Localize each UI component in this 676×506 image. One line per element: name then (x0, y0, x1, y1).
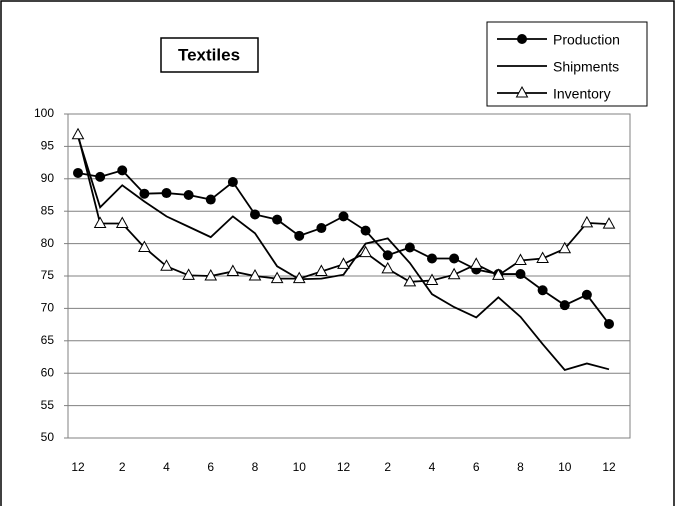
point (559, 300, 570, 311)
point (138, 240, 151, 252)
chart-title: Textiles (178, 45, 240, 64)
x-tick-label: 12 (602, 460, 616, 474)
point (227, 177, 238, 188)
legend-marker (517, 34, 527, 44)
series-line (77, 136, 610, 371)
point (425, 273, 439, 286)
x-tick-label: 10 (293, 460, 307, 474)
point (272, 214, 283, 225)
x-tick-label: 8 (517, 460, 524, 474)
point (382, 250, 393, 261)
point (381, 261, 395, 274)
point (492, 268, 505, 280)
point (604, 318, 614, 329)
y-tick-label: 90 (41, 171, 55, 185)
point (117, 165, 128, 176)
y-tick-label: 95 (41, 139, 55, 153)
point (115, 216, 129, 229)
point (292, 271, 306, 284)
point (515, 269, 526, 280)
point (93, 216, 107, 229)
x-tick-label: 4 (429, 460, 436, 474)
y-tick-label: 55 (41, 398, 55, 412)
point (536, 251, 549, 264)
point (248, 268, 262, 281)
point (359, 245, 372, 258)
y-tick-label: 80 (41, 236, 55, 250)
point (183, 190, 194, 200)
point (558, 241, 572, 254)
point (95, 171, 106, 182)
point (204, 268, 218, 281)
y-tick-label: 85 (41, 203, 55, 217)
x-tick-label: 12 (71, 460, 85, 474)
point (580, 215, 594, 228)
point (182, 268, 195, 280)
legend-label: Shipments (553, 59, 619, 75)
point (161, 188, 172, 199)
point (205, 194, 216, 205)
point (449, 253, 460, 264)
point (73, 167, 83, 178)
y-tick-label: 75 (41, 268, 55, 282)
point (160, 259, 173, 271)
y-tick-label: 70 (41, 301, 55, 315)
x-tick-label: 6 (473, 460, 480, 474)
y-tick-label: 60 (41, 365, 55, 379)
y-tick-label: 50 (41, 430, 55, 444)
point (338, 211, 349, 222)
point (315, 264, 328, 276)
x-tick-label: 2 (384, 460, 391, 474)
point (427, 253, 437, 264)
point (71, 127, 85, 140)
x-tick-label: 12 (337, 460, 351, 474)
legend-label: Production (553, 32, 620, 48)
point (316, 223, 327, 234)
point (469, 257, 483, 269)
point (447, 267, 461, 280)
x-tick-label: 6 (207, 460, 214, 474)
title-box (160, 37, 259, 73)
point (250, 209, 260, 220)
y-tick-label: 65 (41, 333, 55, 347)
y-tick-label: 100 (34, 106, 54, 120)
point (226, 264, 240, 276)
point (581, 289, 592, 300)
x-tick-label: 2 (119, 460, 126, 474)
point (537, 285, 548, 296)
point (360, 225, 371, 236)
legend-box (486, 21, 648, 107)
x-tick-label: 8 (252, 460, 259, 474)
point (294, 230, 305, 241)
point (602, 217, 616, 229)
point (337, 257, 350, 269)
x-tick-label: 10 (558, 460, 572, 474)
legend-marker (515, 85, 529, 98)
point (270, 271, 284, 284)
point (139, 188, 150, 199)
point (404, 242, 415, 253)
point (514, 253, 527, 265)
point (403, 274, 417, 287)
x-tick-label: 4 (163, 460, 170, 474)
legend-label: Inventory (553, 86, 611, 102)
